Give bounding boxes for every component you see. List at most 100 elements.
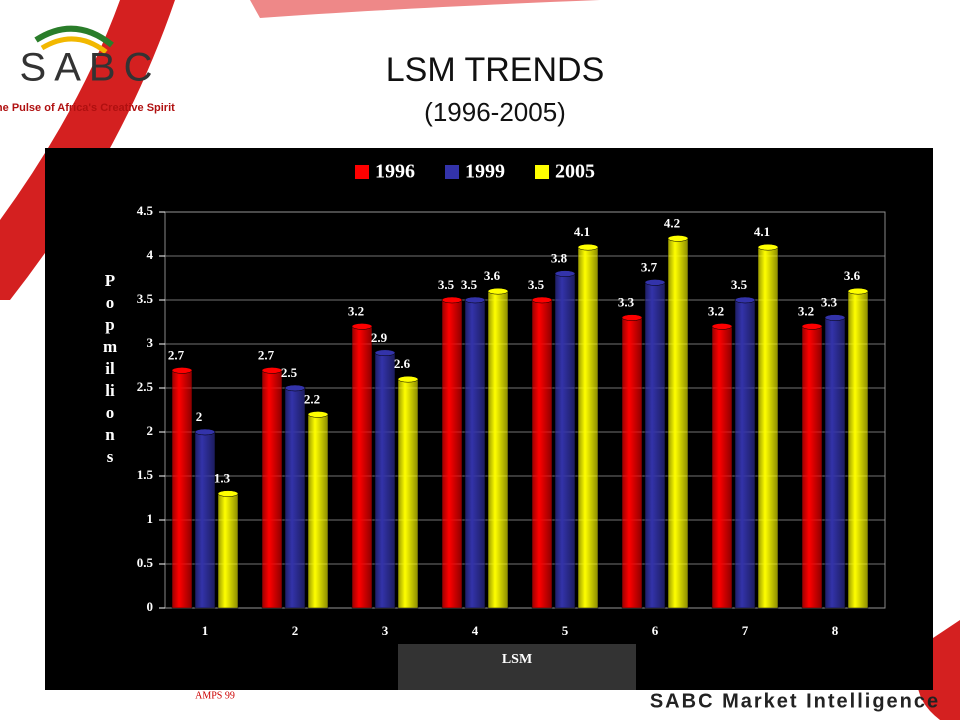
bar (307, 414, 329, 609)
x-axis-label: LSM (502, 652, 532, 667)
data-label: 3.7 (641, 259, 658, 274)
y-tick-label: 2 (147, 423, 154, 438)
y-tick-label: 0 (147, 599, 154, 614)
bar-cap (757, 243, 779, 251)
decor-swoosh (250, 0, 600, 18)
data-label: 3.5 (731, 277, 748, 292)
chart-subtitle: (1996-2005) (424, 97, 566, 127)
bar-cap (667, 235, 689, 242)
bar (351, 326, 373, 609)
data-label: 3.6 (844, 268, 861, 283)
data-label: 3.2 (348, 303, 364, 318)
data-label: 2.9 (371, 330, 388, 345)
bar-cap (554, 270, 576, 277)
source: AMPS 99 (195, 690, 235, 701)
x-tick-label: 4 (472, 623, 479, 638)
data-label: 2.2 (304, 391, 320, 406)
y-axis-label: Pop millions (103, 271, 119, 466)
y-tick-label: 1 (147, 511, 154, 526)
data-label: 3.2 (798, 303, 814, 318)
y-tick-label: 3.5 (137, 291, 154, 306)
data-label: 3.3 (618, 295, 635, 310)
bar-cap (374, 349, 396, 357)
bar (801, 326, 823, 609)
data-label: 1.3 (214, 471, 231, 486)
chart-title: LSM TRENDS (386, 51, 605, 89)
data-label: 4.1 (754, 224, 770, 239)
bar (464, 299, 486, 609)
data-label: 2.7 (258, 347, 275, 362)
x-tick-label: 8 (832, 623, 839, 638)
x-label-box (398, 644, 636, 690)
data-label: 3.8 (551, 251, 568, 266)
bar (711, 326, 733, 609)
bar (734, 299, 756, 609)
x-tick-label: 6 (652, 623, 659, 638)
bar (374, 352, 396, 609)
bar-cap (171, 367, 193, 374)
bar-cap (644, 279, 666, 286)
bar (487, 290, 509, 609)
logo: SABC (20, 46, 161, 90)
bar-cap (441, 296, 463, 304)
y-tick-label: 4.5 (137, 203, 154, 218)
bar-cap (487, 287, 509, 295)
y-tick-label: 0.5 (137, 555, 154, 570)
bar-cap (217, 490, 239, 497)
bar-cap (351, 323, 373, 330)
bar (847, 290, 869, 609)
bar (171, 370, 193, 609)
data-label: 2.5 (281, 365, 298, 380)
bar-cap (711, 323, 733, 330)
data-label: 2.6 (394, 356, 411, 371)
bar (644, 282, 666, 609)
x-tick-label: 2 (292, 623, 299, 638)
bar-cap (801, 323, 823, 330)
footer-brand: SABC Market Intelligence (650, 690, 940, 712)
bar (757, 246, 779, 609)
bar (194, 431, 216, 609)
bar (217, 493, 239, 609)
bar (554, 273, 576, 609)
bar-cap (397, 375, 419, 383)
legend-swatch (535, 165, 549, 179)
bar (621, 317, 643, 609)
bar (577, 246, 599, 609)
bar (261, 370, 283, 609)
bar-cap (734, 296, 756, 304)
data-label: 3.2 (708, 303, 724, 318)
bar (531, 299, 553, 609)
data-label: 3.3 (821, 295, 838, 310)
data-label: 4.1 (574, 224, 590, 239)
bar (441, 299, 463, 609)
bar (667, 238, 689, 609)
bar-cap (307, 411, 329, 418)
y-tick-label: 3 (147, 335, 154, 350)
bar-cap (847, 287, 869, 295)
x-tick-label: 7 (742, 623, 749, 638)
bar (824, 317, 846, 609)
bar-cap (261, 367, 283, 374)
logo-arc (40, 36, 108, 55)
legend-swatch (355, 165, 369, 179)
bar-cap (621, 314, 643, 321)
legend-label: 1999 (465, 161, 505, 183)
bar (284, 387, 306, 609)
legend-label: 1996 (375, 161, 415, 183)
bar-cap (531, 296, 553, 304)
data-label: 3.5 (528, 277, 545, 292)
bar-cap (824, 314, 846, 321)
bar-cap (194, 428, 216, 436)
data-label: 2 (196, 409, 203, 424)
legend-label: 2005 (555, 161, 595, 183)
data-label: 3.5 (438, 277, 455, 292)
legend-swatch (445, 165, 459, 179)
tagline: The Pulse of Africa's Creative Spirit (0, 102, 175, 114)
data-label: 3.6 (484, 268, 501, 283)
x-tick-label: 5 (562, 623, 569, 638)
y-tick-label: 1.5 (137, 467, 154, 482)
data-label: 4.2 (664, 215, 680, 230)
bar-cap (464, 296, 486, 304)
